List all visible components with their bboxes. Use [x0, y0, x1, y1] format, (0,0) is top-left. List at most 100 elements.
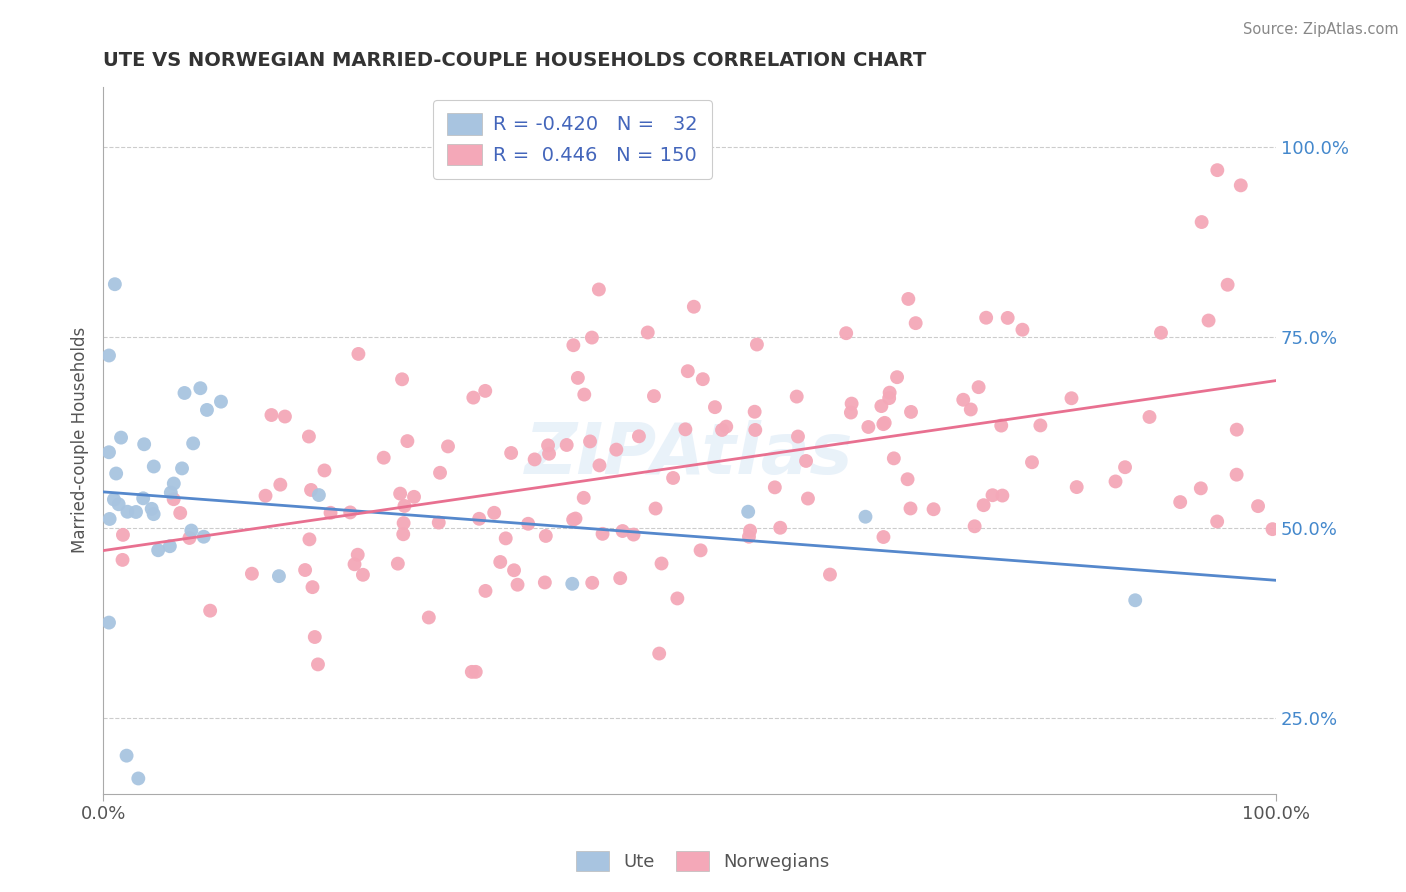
Point [744, 405, 766, 419]
Point [870, 399, 893, 413]
Point [581, 330, 603, 344]
Point [418, 610, 440, 624]
Point [562, 338, 585, 352]
Point [997, 310, 1019, 325]
Point [474, 583, 496, 598]
Point [427, 516, 450, 530]
Point [692, 372, 714, 386]
Point [463, 391, 485, 405]
Point [269, 477, 291, 491]
Point [897, 472, 920, 486]
Point [503, 563, 526, 577]
Point [1261, 522, 1284, 536]
Point [897, 292, 920, 306]
Point [159, 485, 181, 500]
Point [132, 491, 155, 506]
Point [274, 409, 297, 424]
Point [104, 277, 127, 292]
Point [738, 524, 761, 538]
Point [959, 402, 981, 417]
Point [141, 501, 163, 516]
Point [644, 501, 666, 516]
Point [179, 531, 201, 545]
Point [872, 530, 894, 544]
Point [387, 557, 409, 571]
Point [111, 528, 134, 542]
Point [794, 454, 817, 468]
Point [461, 665, 484, 679]
Point [127, 772, 149, 786]
Point [648, 647, 671, 661]
Point [1216, 277, 1239, 292]
Point [506, 578, 529, 592]
Point [855, 509, 877, 524]
Point [195, 403, 218, 417]
Point [974, 310, 997, 325]
Point [689, 543, 711, 558]
Point [392, 527, 415, 541]
Point [394, 499, 416, 513]
Point [797, 491, 820, 506]
Point [1114, 460, 1136, 475]
Point [786, 390, 808, 404]
Point [1021, 455, 1043, 469]
Point [716, 419, 738, 434]
Point [98, 445, 121, 459]
Point [787, 429, 810, 443]
Point [1168, 495, 1191, 509]
Point [605, 442, 627, 457]
Point [562, 513, 585, 527]
Point [304, 630, 326, 644]
Point [886, 370, 908, 384]
Point [1191, 215, 1213, 229]
Point [872, 417, 894, 431]
Point [180, 524, 202, 538]
Point [402, 490, 425, 504]
Point [1150, 326, 1173, 340]
Point [738, 530, 761, 544]
Point [495, 532, 517, 546]
Point [298, 429, 321, 443]
Point [981, 488, 1004, 502]
Point [1189, 481, 1212, 495]
Point [392, 516, 415, 530]
Point [588, 458, 610, 473]
Point [1011, 323, 1033, 337]
Point [339, 505, 361, 519]
Point [711, 423, 734, 437]
Point [396, 434, 419, 449]
Point [314, 463, 336, 477]
Text: Source: ZipAtlas.com: Source: ZipAtlas.com [1243, 22, 1399, 37]
Point [818, 567, 841, 582]
Point [159, 539, 181, 553]
Legend: Ute, Norwegians: Ute, Norwegians [569, 844, 837, 879]
Point [883, 451, 905, 466]
Point [963, 519, 986, 533]
Text: ZIPAtlas: ZIPAtlas [526, 420, 853, 489]
Point [142, 459, 165, 474]
Point [662, 471, 685, 485]
Point [673, 422, 696, 436]
Point [98, 615, 121, 630]
Point [1247, 499, 1270, 513]
Point [198, 604, 221, 618]
Point [110, 431, 132, 445]
Point [841, 396, 863, 410]
Point [1206, 163, 1229, 178]
Point [737, 505, 759, 519]
Point [181, 436, 204, 450]
Point [523, 452, 546, 467]
Point [373, 450, 395, 465]
Point [1229, 178, 1251, 193]
Point [973, 498, 995, 512]
Point [588, 283, 610, 297]
Point [581, 575, 603, 590]
Point [555, 438, 578, 452]
Point [347, 347, 370, 361]
Point [464, 665, 486, 679]
Point [967, 380, 990, 394]
Point [744, 423, 766, 437]
Point [1139, 409, 1161, 424]
Point [567, 371, 589, 385]
Point [209, 394, 232, 409]
